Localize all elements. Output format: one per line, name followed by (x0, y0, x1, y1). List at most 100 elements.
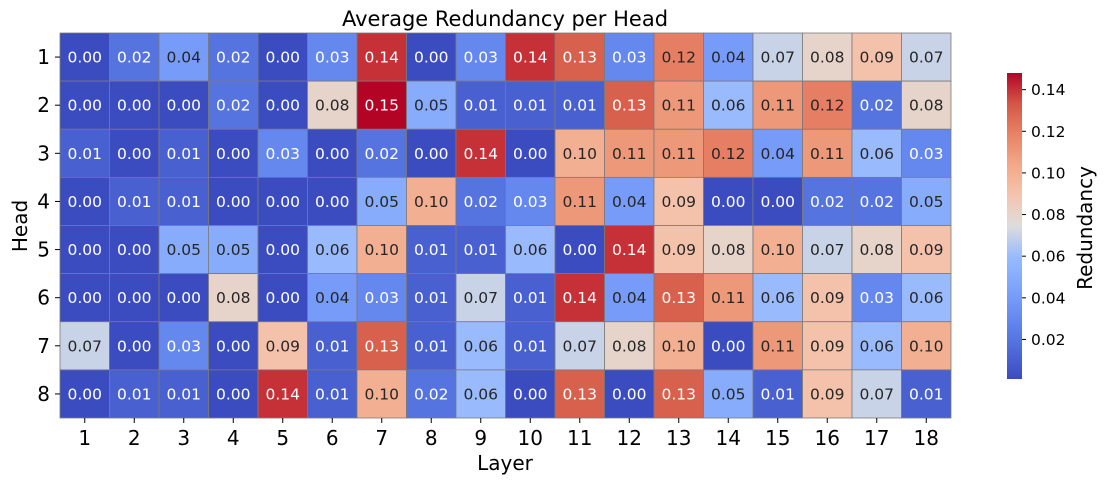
y-tick-label: 2 (37, 93, 50, 117)
heatmap-cell-label: 0.05 (909, 193, 944, 211)
heatmap-cell (158, 128, 209, 178)
heatmap-cell (356, 273, 407, 323)
heatmap-cell-label: 0.00 (67, 49, 102, 67)
heatmap-cell (653, 369, 704, 419)
heatmap-cell-label: 0.01 (562, 97, 597, 115)
heatmap-cell-label: 0.07 (760, 49, 795, 67)
heatmap-cell-label: 0.14 (562, 289, 597, 307)
heatmap-cell (406, 273, 457, 323)
y-tick-label: 8 (37, 382, 50, 406)
y-tick-label: 4 (37, 189, 50, 213)
chart-title: Average Redundancy per Head (342, 7, 668, 31)
heatmap-cell-label: 0.00 (67, 193, 102, 211)
heatmap-cell-label: 0.13 (661, 289, 696, 307)
heatmap-cell-label: 0.02 (859, 97, 894, 115)
heatmap-cell (505, 80, 556, 130)
heatmap-cell-label: 0.11 (760, 337, 795, 355)
heatmap-cell-label: 0.00 (513, 385, 548, 403)
heatmap-cell-label: 0.09 (661, 241, 696, 259)
heatmap-cell-label: 0.09 (265, 337, 300, 355)
heatmap-cell (109, 32, 160, 82)
heatmap-cell (802, 32, 853, 82)
x-tick-label: 16 (815, 426, 840, 450)
heatmap-cell (356, 321, 407, 371)
heatmap-cell (851, 225, 902, 275)
heatmap-cell (554, 225, 605, 275)
heatmap-cell (505, 176, 556, 226)
heatmap-cell-label: 0.13 (562, 49, 597, 67)
y-tick-label: 6 (37, 286, 50, 310)
heatmap-cell-label: 0.06 (859, 337, 894, 355)
heatmap-cell-label: 0.10 (562, 145, 597, 163)
heatmap-cell-label: 0.00 (216, 337, 251, 355)
heatmap-cell-label: 0.00 (760, 193, 795, 211)
heatmap-cell-label: 0.03 (265, 145, 300, 163)
heatmap-cell (653, 128, 704, 178)
heatmap-cell-label: 0.07 (909, 49, 944, 67)
heatmap-cell-label: 0.04 (760, 145, 795, 163)
heatmap-cell (653, 321, 704, 371)
heatmap-cell-label: 0.02 (810, 193, 845, 211)
heatmap-cell-label: 0.00 (513, 145, 548, 163)
heatmap-cell (851, 273, 902, 323)
heatmap-cell-label: 0.13 (612, 97, 647, 115)
heatmap-cell-label: 0.03 (315, 49, 350, 67)
heatmap-cell-label: 0.06 (513, 241, 548, 259)
heatmap-cell-label: 0.07 (463, 289, 498, 307)
heatmap-cell (752, 273, 803, 323)
heatmap-cell-label: 0.10 (909, 337, 944, 355)
heatmap-cell-label: 0.01 (414, 289, 449, 307)
heatmap-cell-label: 0.00 (562, 241, 597, 259)
colorbar-tick-label: 0.14 (1031, 81, 1066, 99)
heatmap-cell-label: 0.01 (513, 289, 548, 307)
y-tick-label: 7 (37, 334, 50, 358)
heatmap-cell (59, 128, 110, 178)
heatmap-cell-label: 0.00 (67, 289, 102, 307)
heatmap-cell-label: 0.09 (661, 193, 696, 211)
heatmap-cell (59, 369, 110, 419)
x-tick-label: 2 (128, 426, 141, 450)
heatmap-cell (257, 273, 308, 323)
heatmap-cell-label: 0.01 (760, 385, 795, 403)
heatmap-cell-label: 0.12 (810, 97, 845, 115)
heatmap-cell (109, 369, 160, 419)
heatmap-cell-label: 0.03 (612, 49, 647, 67)
heatmap-cell-label: 0.05 (166, 241, 201, 259)
heatmap-cell (59, 32, 110, 82)
heatmap-cell-label: 0.05 (414, 97, 449, 115)
heatmap-cell-label: 0.14 (265, 385, 300, 403)
heatmap-cell (59, 225, 110, 275)
heatmap-cell-label: 0.06 (859, 145, 894, 163)
heatmap-cell-label: 0.00 (315, 145, 350, 163)
heatmap-cell-label: 0.09 (810, 289, 845, 307)
heatmap-cell (455, 369, 506, 419)
heatmap-cell-label: 0.07 (859, 385, 894, 403)
heatmap-cell (851, 369, 902, 419)
heatmap-cell-label: 0.01 (463, 241, 498, 259)
heatmap-cell (802, 176, 853, 226)
heatmap-cell (208, 225, 259, 275)
heatmap-cell (208, 128, 259, 178)
heatmap-cell-label: 0.02 (216, 49, 251, 67)
heatmap-cell (59, 176, 110, 226)
heatmap-cell (257, 176, 308, 226)
heatmap-cell (208, 273, 259, 323)
x-tick-label: 18 (914, 426, 939, 450)
heatmap-cell-label: 0.10 (414, 193, 449, 211)
heatmap-cell (505, 225, 556, 275)
colorbar-tick-label: 0.08 (1031, 206, 1066, 224)
colorbar-tick-label: 0.02 (1031, 331, 1066, 349)
heatmap-cell-label: 0.01 (117, 385, 152, 403)
heatmap-cell (406, 32, 457, 82)
heatmap-cell-label: 0.01 (117, 193, 152, 211)
heatmap-cell-label: 0.00 (265, 49, 300, 67)
heatmap-cell (406, 369, 457, 419)
heatmap-cell-label: 0.03 (909, 145, 944, 163)
heatmap-cell-label: 0.00 (216, 385, 251, 403)
heatmap-cell (802, 321, 853, 371)
heatmap-cell (653, 80, 704, 130)
heatmap-cell (59, 80, 110, 130)
x-tick-label: 14 (716, 426, 741, 450)
heatmap-cell (752, 321, 803, 371)
x-tick-label: 13 (666, 426, 691, 450)
